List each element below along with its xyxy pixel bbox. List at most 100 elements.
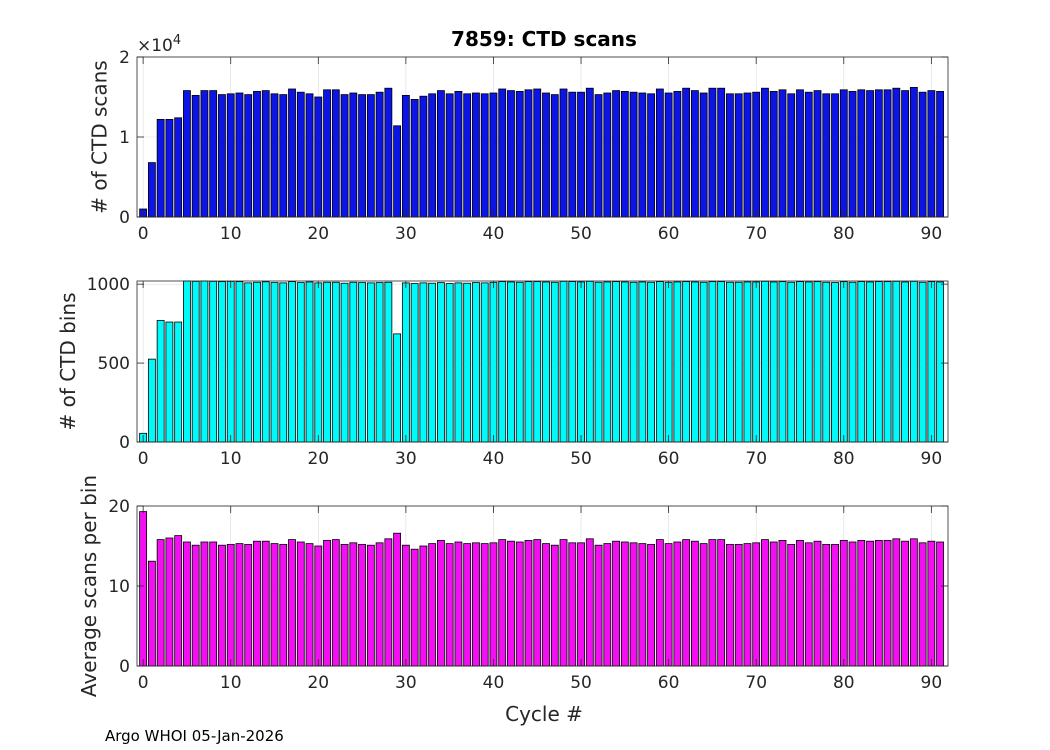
avg-bar [874, 540, 883, 667]
avg-bar [936, 541, 945, 667]
scans-bar [874, 89, 883, 218]
avg-bar [655, 539, 664, 667]
scans-panel: 0 10 20 30 40 50 60 70 80 90 0 1 2 # of CTD scans ×104 [88, 33, 949, 244]
scans-bar [831, 93, 839, 218]
x-tick-label: 50 [570, 673, 592, 693]
bins-bar [769, 281, 778, 443]
bins-bar [883, 281, 892, 443]
bins-bar [305, 281, 314, 443]
scans-bar [796, 89, 804, 218]
x-tick-label: 30 [395, 449, 417, 469]
scans-bar [428, 93, 437, 218]
bins-bar [822, 281, 831, 443]
bins-bar [384, 281, 393, 443]
avg-bar [533, 539, 542, 667]
bins-bar [489, 281, 498, 443]
scans-bar [454, 91, 463, 218]
bins-bar [761, 280, 769, 443]
y-tick-label: 0 [119, 657, 130, 677]
avg-bar [296, 541, 305, 667]
bins-bar [480, 282, 489, 443]
avg-bar [524, 540, 533, 667]
avg-bar [717, 539, 726, 667]
avg-bar [682, 539, 691, 667]
y-tick-label: 1000 [87, 275, 130, 295]
bins-bar [533, 281, 542, 443]
avg-bar [191, 544, 200, 667]
bins-bar [708, 281, 717, 443]
scans-bar [682, 87, 691, 218]
scans-bar [191, 95, 200, 218]
scans-bar [375, 91, 384, 218]
avg-bar [515, 541, 524, 667]
scans-bar [515, 91, 524, 218]
avg-bar [218, 544, 226, 667]
scans-bar [498, 88, 507, 218]
avg-bar [769, 541, 778, 667]
scans-bar [261, 90, 270, 218]
x-tick-label: 20 [307, 449, 329, 469]
avg-bar [909, 538, 918, 667]
scans-bar [620, 91, 629, 218]
y-axis-label: Average scans per bin [77, 475, 101, 697]
avg-bar [726, 544, 734, 667]
bins-bar [690, 281, 699, 443]
avg-bar [866, 540, 874, 667]
avg-bar [419, 545, 428, 667]
scans-bar [778, 89, 787, 218]
bins-bar [550, 281, 559, 443]
avg-bar [314, 545, 323, 667]
bins-bar [559, 280, 568, 443]
bins-bar [314, 282, 323, 443]
bins-bar [892, 280, 901, 443]
avg-bar [638, 543, 647, 667]
scans-bar [209, 90, 218, 218]
y-tick-label: 0 [119, 433, 130, 453]
avg-bar [507, 540, 515, 667]
x-axis-label: Cycle # [505, 702, 583, 726]
x-tick-label: 80 [833, 673, 855, 693]
avg-bar [454, 541, 463, 667]
avg-bar [743, 543, 752, 667]
scans-bar [349, 92, 358, 218]
bins-bar [927, 281, 936, 443]
scans-bar [445, 93, 454, 218]
bins-bar [901, 281, 909, 443]
x-tick-label: 10 [220, 449, 242, 469]
avg-bar [542, 543, 550, 667]
avg-bar [901, 540, 909, 667]
bins-bar [279, 282, 288, 443]
x-tick-label: 90 [921, 673, 943, 693]
scans-bar [655, 88, 664, 218]
scans-bar [436, 90, 445, 218]
x-tick-label: 40 [483, 449, 505, 469]
bins-bar [787, 281, 796, 443]
scans-bar [147, 162, 156, 218]
avg-bar [612, 540, 620, 667]
scans-bar [226, 93, 235, 218]
footer-text: Argo WHOI 05-Jan-2026 [105, 727, 284, 745]
bins-bar [515, 281, 524, 443]
bins-bar [699, 281, 708, 443]
scans-bar [472, 92, 480, 218]
x-tick-label: 20 [307, 673, 329, 693]
scans-bar [901, 90, 909, 218]
avg-bar [270, 543, 279, 667]
avg-bar [839, 540, 848, 667]
bins-bar [156, 320, 165, 443]
x-tick-label: 70 [745, 224, 767, 244]
scans-bar [787, 93, 796, 218]
bins-bar [542, 281, 550, 443]
scans-bar [559, 88, 568, 218]
avg-bar [603, 543, 612, 667]
scans-bar [384, 87, 393, 218]
avg-bar [235, 543, 244, 667]
bins-bar [209, 280, 218, 443]
scans-bar [156, 119, 165, 218]
bins-bar [682, 281, 691, 443]
bins-bar [436, 282, 445, 443]
bins-bar [594, 281, 603, 443]
bins-bar [261, 281, 270, 443]
bins-bar [629, 281, 638, 443]
